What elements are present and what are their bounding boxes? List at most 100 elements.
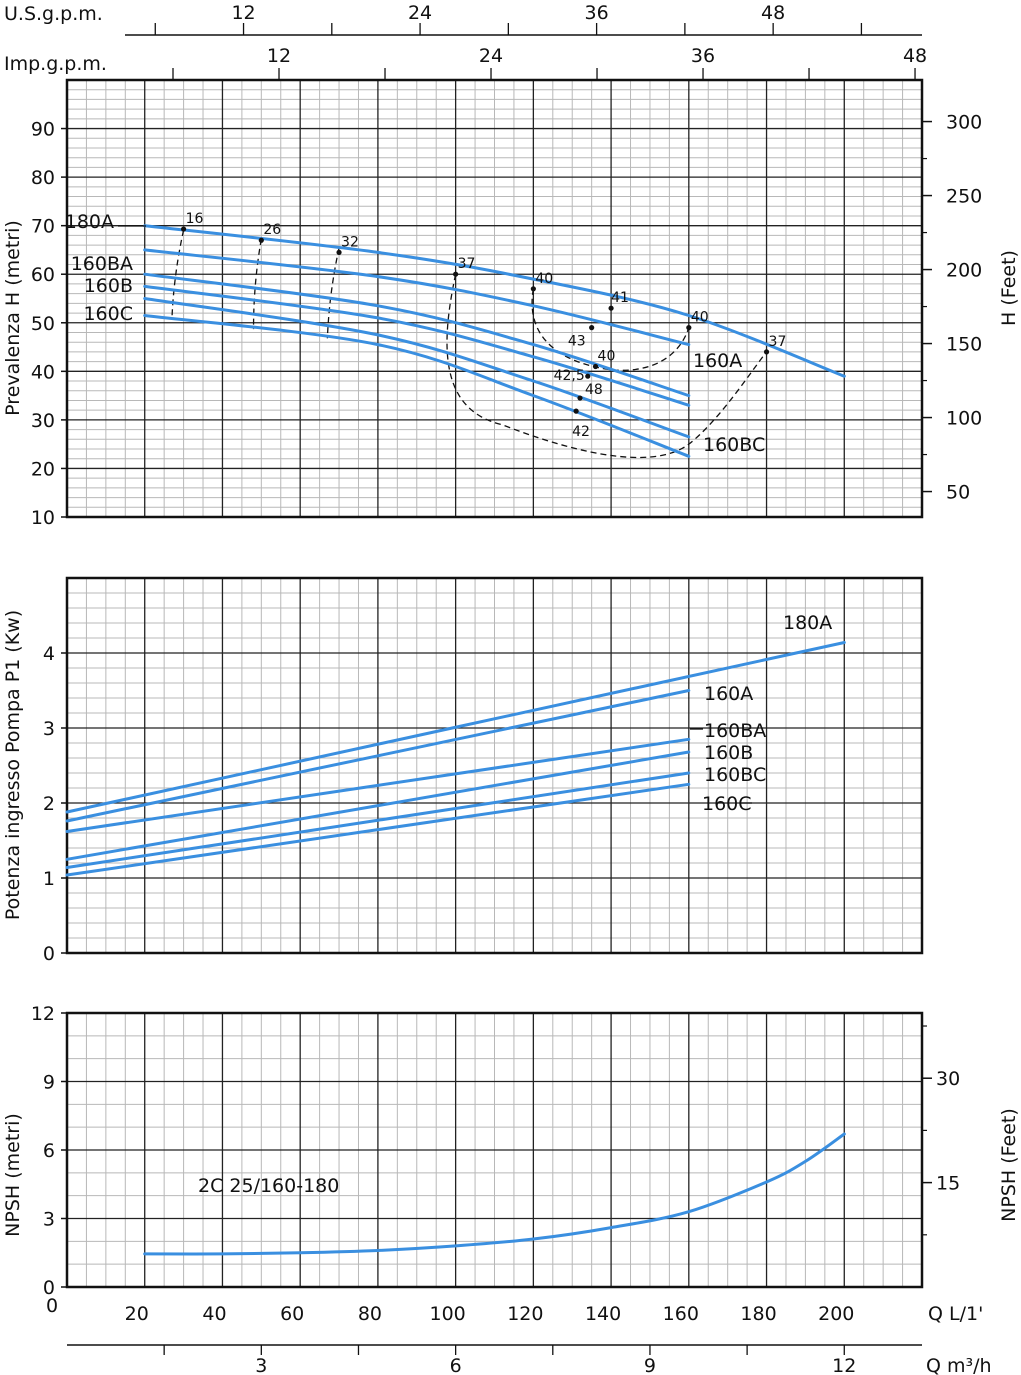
efficiency-label: 41 xyxy=(611,290,629,306)
efficiency-isoline-0 xyxy=(171,229,185,319)
impgpm-tick-label: 12 xyxy=(267,45,291,67)
xtick-label: 40 xyxy=(202,1303,226,1325)
power-ytick-label: 3 xyxy=(43,718,55,740)
x-origin-label: 0 xyxy=(46,1295,58,1317)
power-curve-label-180A: 180A xyxy=(783,612,832,634)
head-curve-label-160B: 160B xyxy=(84,275,133,297)
npsh-ytick-label: 0 xyxy=(43,1277,55,1299)
efficiency-isoline-2 xyxy=(326,247,340,339)
head-ytick-label: 60 xyxy=(31,264,55,286)
efficiency-label: 40 xyxy=(535,271,553,287)
power-curve-180A xyxy=(65,641,846,814)
usgpm-tick-label: 48 xyxy=(761,2,785,24)
m3h-tick-label: 3 xyxy=(255,1355,267,1375)
efficiency-label: 16 xyxy=(186,211,204,227)
efficiency-label: 32 xyxy=(341,234,359,250)
head-curve-label-160C: 160C xyxy=(83,303,133,325)
xlabel-lpm: Q L/1' xyxy=(928,1303,983,1325)
efficiency-point xyxy=(589,325,595,331)
xtick-label: 80 xyxy=(358,1303,382,1325)
impgpm-tick-label: 48 xyxy=(903,45,927,67)
power-curve-label-160BC: 160BC xyxy=(704,764,766,786)
npsh-ytick-label: 6 xyxy=(43,1140,55,1162)
head-curve-180A xyxy=(143,224,846,378)
efficiency-point xyxy=(453,271,459,277)
head-ytick-right-label: 300 xyxy=(946,112,982,134)
efficiency-point xyxy=(180,226,187,232)
power-curve-160A xyxy=(65,689,691,823)
power-curve-160BC xyxy=(65,771,691,869)
efficiency-point xyxy=(577,395,583,401)
power-curve-160BA xyxy=(65,737,691,833)
efficiency-point xyxy=(573,408,579,414)
efficiency-label: 37 xyxy=(458,256,476,272)
efficiency-label: 40 xyxy=(598,348,616,364)
efficiency-point xyxy=(686,325,692,331)
efficiency-isoline-40 xyxy=(531,288,690,371)
npsh-ytick-label: 3 xyxy=(43,1209,55,1231)
head-curve-label-180A: 180A xyxy=(65,211,114,233)
efficiency-point xyxy=(336,249,342,255)
efficiency-point xyxy=(258,237,264,243)
head-ytick-right-label: 50 xyxy=(946,482,970,504)
head-ytick-right-label: 250 xyxy=(946,186,982,208)
efficiency-label: 43 xyxy=(568,334,586,350)
efficiency-point xyxy=(592,363,599,370)
usgpm-tick-label: 12 xyxy=(231,2,255,24)
power-curve-160C xyxy=(65,782,691,877)
head-ytick-label: 90 xyxy=(31,119,55,141)
efficiency-point xyxy=(763,349,770,355)
head-curve-label-160BA: 160BA xyxy=(71,253,133,275)
usgpm-tick-label: 36 xyxy=(585,2,609,24)
npsh-ylabel-right: NPSH (Feet) xyxy=(998,1108,1020,1222)
head-ytick-label: 50 xyxy=(31,313,55,335)
head-ylabel: Prevalenza H (metri) xyxy=(2,220,24,416)
xtick-label: 200 xyxy=(818,1303,854,1325)
impgpm-axis-label: Imp.g.p.m. xyxy=(4,53,107,75)
head-curve-160BC xyxy=(143,297,691,439)
xtick-label: 120 xyxy=(507,1303,543,1325)
power-ytick-label: 1 xyxy=(43,868,55,890)
head-ytick-label: 30 xyxy=(31,410,55,432)
head-ytick-label: 40 xyxy=(31,361,55,383)
npsh-ylabel: NPSH (metri) xyxy=(2,1113,24,1237)
npsh-ytick-label: 12 xyxy=(31,1003,55,1025)
xtick-label: 60 xyxy=(280,1303,304,1325)
npsh-ytick-label: 9 xyxy=(43,1072,55,1094)
head-ytick-label: 80 xyxy=(31,167,55,189)
efficiency-label: 26 xyxy=(263,222,281,238)
efficiency-point xyxy=(585,373,591,379)
usgpm-axis-label: U.S.g.p.m. xyxy=(4,3,103,25)
efficiency-point xyxy=(530,286,536,292)
head-curve-160B xyxy=(143,284,691,407)
m3h-tick-label: 12 xyxy=(832,1355,856,1375)
npsh-annotation: 2C 25/160-180 xyxy=(198,1175,339,1197)
power-curve-160B xyxy=(65,750,691,861)
impgpm-tick-label: 24 xyxy=(479,45,503,67)
efficiency-isoline-37 xyxy=(446,274,768,459)
xtick-label: 20 xyxy=(125,1303,149,1325)
efficiency-label: 42,5 xyxy=(554,368,585,384)
impgpm-tick-label: 36 xyxy=(691,45,715,67)
head-curve-160C xyxy=(143,314,691,458)
head-ytick-right-label: 200 xyxy=(946,260,982,282)
power-ytick-label: 0 xyxy=(43,943,55,965)
power-curve-label-160B: 160B xyxy=(704,742,753,764)
npsh-curve xyxy=(143,1132,846,1256)
head-ylabel-right: H (Feet) xyxy=(998,250,1020,326)
m3h-tick-label: 6 xyxy=(450,1355,462,1375)
efficiency-label: 42 xyxy=(572,424,590,440)
head-ytick-label: 20 xyxy=(31,458,55,480)
power-curve-label-160A: 160A xyxy=(704,683,753,705)
head-curve-160A xyxy=(143,248,691,347)
head-ytick-label: 70 xyxy=(31,216,55,238)
xlabel-m3h: Q m³/h xyxy=(926,1355,992,1375)
power-frame xyxy=(65,576,924,955)
efficiency-label: 40 xyxy=(691,310,709,326)
efficiency-point xyxy=(608,305,614,311)
power-curve-label-160C: 160C xyxy=(702,793,752,815)
power-ytick-label: 4 xyxy=(43,643,55,665)
xtick-label: 100 xyxy=(430,1303,466,1325)
xtick-label: 160 xyxy=(663,1303,699,1325)
